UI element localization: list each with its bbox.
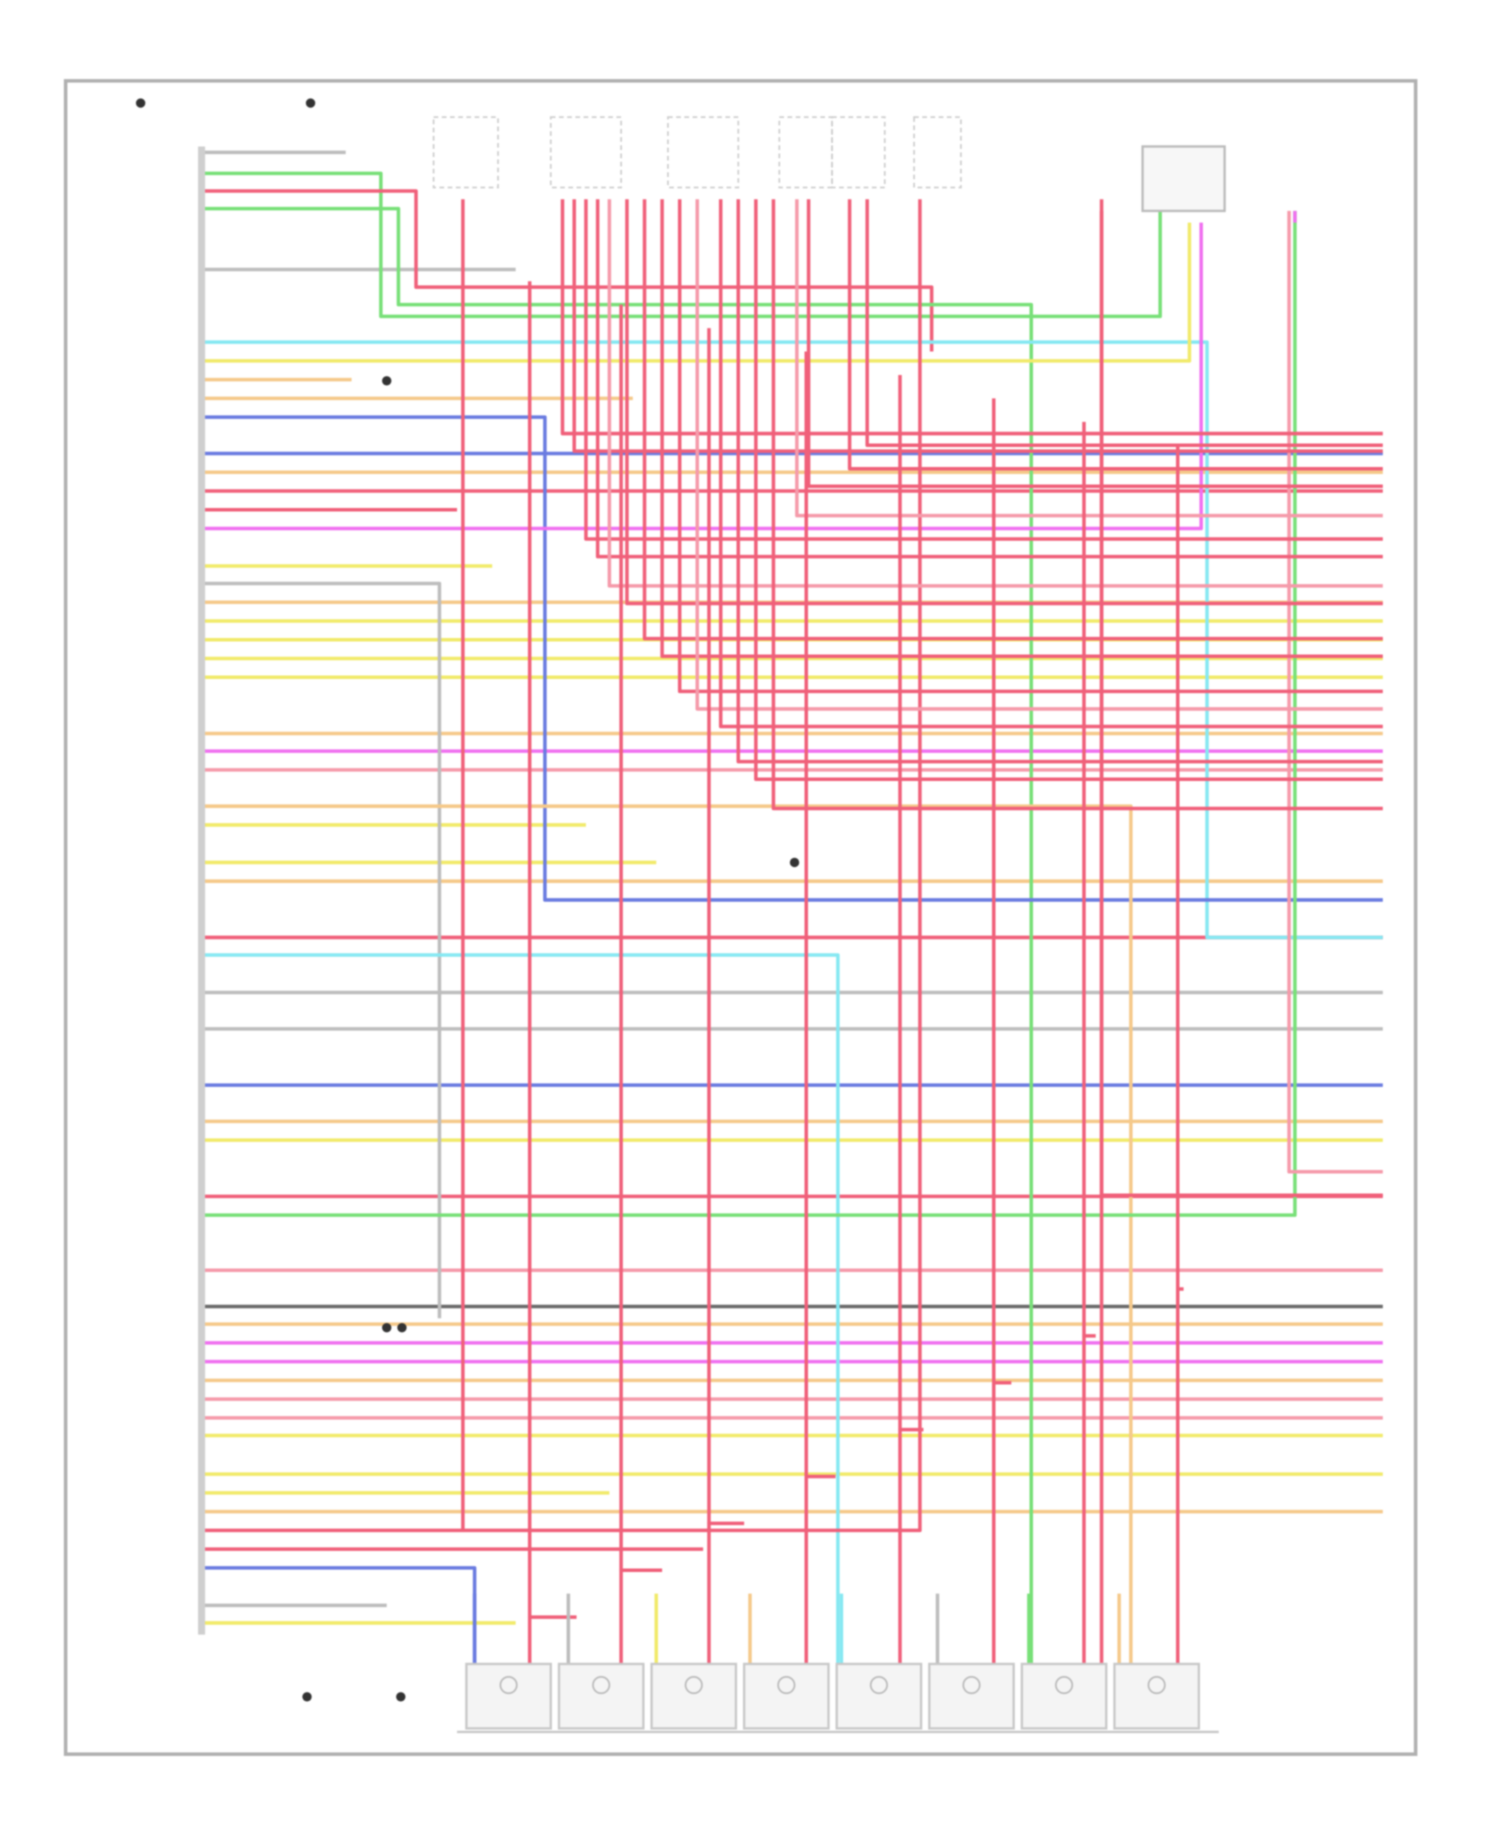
injector-coil-icon — [499, 1675, 518, 1695]
splice-icon — [305, 98, 316, 108]
wires — [201, 150, 1383, 1664]
wire-red — [865, 199, 1383, 448]
wire-red — [707, 1521, 745, 1664]
fuel-injector-7 — [1020, 1662, 1108, 1730]
wire-red — [642, 199, 1383, 641]
sensor-connector-5 — [831, 116, 886, 189]
splice-icon — [135, 98, 146, 108]
wire-red — [625, 199, 1383, 606]
wire-cyan — [201, 953, 840, 1664]
fuel-injector-5 — [835, 1662, 923, 1730]
wire-red — [584, 199, 1383, 541]
wire-red — [754, 199, 1383, 782]
wire-blue — [201, 415, 1383, 902]
sensor-connector-2 — [549, 116, 622, 189]
injector-coil-icon — [684, 1675, 703, 1695]
wire-red — [660, 199, 1383, 658]
sensor-connector-4 — [778, 116, 833, 189]
wire-red — [736, 199, 1383, 764]
injector-coil-icon — [869, 1675, 888, 1695]
wire-gray — [201, 581, 442, 1319]
injector-coil-icon — [1147, 1675, 1166, 1695]
wire-red — [560, 199, 1383, 436]
wire-blue — [201, 1566, 477, 1664]
wire-green — [201, 206, 1034, 1664]
wire-pink — [607, 199, 1383, 588]
injector-coil-icon — [777, 1675, 796, 1695]
injector-coil-icon — [962, 1675, 981, 1695]
fuel-injector-4 — [742, 1662, 830, 1730]
wire-red — [201, 189, 934, 352]
wire-red — [718, 199, 1383, 729]
wire-red — [847, 199, 1383, 471]
wire-green — [201, 210, 1297, 1217]
wire-red — [677, 199, 1383, 694]
wire-red — [572, 199, 1383, 453]
wire-pink — [795, 199, 1383, 518]
wire-red — [1082, 1334, 1096, 1664]
wire-red — [1099, 199, 1383, 1197]
sensor-connector-3 — [667, 116, 740, 189]
splice-icon — [382, 1322, 392, 1333]
sensor-box — [1141, 145, 1226, 213]
splice-icon — [396, 1692, 406, 1702]
wire-pink — [1287, 210, 1383, 1174]
wire-red — [806, 199, 1383, 489]
fuel-injector-1 — [465, 1662, 552, 1730]
fuel-injector-3 — [650, 1662, 738, 1730]
wire-orange — [201, 804, 1133, 1664]
splice-icon — [382, 376, 392, 386]
wire-green — [201, 171, 1162, 319]
wire-red — [804, 1474, 836, 1664]
injector-coil-icon — [592, 1675, 611, 1695]
sensor-connector-1 — [432, 116, 499, 189]
wire-red — [991, 1380, 1012, 1664]
fuel-injector-8 — [1113, 1662, 1200, 1730]
wire-magenta — [201, 222, 1203, 531]
wire-red — [771, 199, 1383, 811]
wire-red — [1175, 1287, 1184, 1664]
fuel-injector-2 — [557, 1662, 645, 1730]
wire-red — [201, 199, 922, 1533]
fuel-injector-6 — [928, 1662, 1015, 1730]
wire-pink — [695, 199, 1383, 711]
splice-icon — [302, 1692, 312, 1702]
diagram-frame — [63, 79, 1418, 1756]
components — [135, 98, 1226, 1734]
splice-icon — [397, 1322, 407, 1333]
injector-coil-icon — [1054, 1675, 1074, 1695]
wire-red — [595, 199, 1383, 559]
sensor-connector-6 — [913, 116, 962, 189]
splice-icon — [789, 857, 800, 868]
